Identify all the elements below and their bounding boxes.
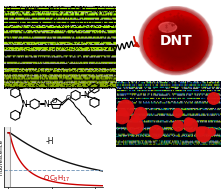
Point (202, 133, 205, 136)
Point (133, 124, 137, 127)
Circle shape (142, 9, 209, 72)
Point (139, 112, 142, 115)
Circle shape (144, 11, 208, 70)
Point (199, 129, 202, 132)
Point (133, 117, 137, 120)
Text: N: N (43, 99, 49, 108)
Circle shape (143, 10, 209, 71)
Ellipse shape (159, 22, 177, 32)
Text: O: O (51, 98, 57, 104)
Circle shape (139, 6, 213, 75)
Text: O: O (66, 95, 71, 101)
Text: N: N (83, 91, 89, 100)
Point (124, 107, 128, 110)
Point (189, 124, 192, 127)
Point (120, 115, 124, 118)
Circle shape (140, 7, 211, 74)
Circle shape (139, 7, 212, 74)
Point (155, 131, 158, 134)
Point (187, 120, 190, 123)
Point (212, 97, 215, 100)
Point (176, 112, 180, 115)
Y-axis label: Fluorescence: Fluorescence (0, 139, 3, 175)
Point (176, 124, 180, 127)
Text: -OC$_8$H$_{17}$: -OC$_8$H$_{17}$ (41, 173, 70, 184)
Circle shape (144, 11, 208, 70)
Text: N: N (21, 99, 27, 108)
Point (210, 130, 214, 133)
Bar (4, 127, 10, 187)
Text: -H: -H (46, 137, 54, 146)
Circle shape (141, 8, 211, 73)
Circle shape (142, 9, 210, 72)
Text: DNT: DNT (159, 34, 192, 48)
